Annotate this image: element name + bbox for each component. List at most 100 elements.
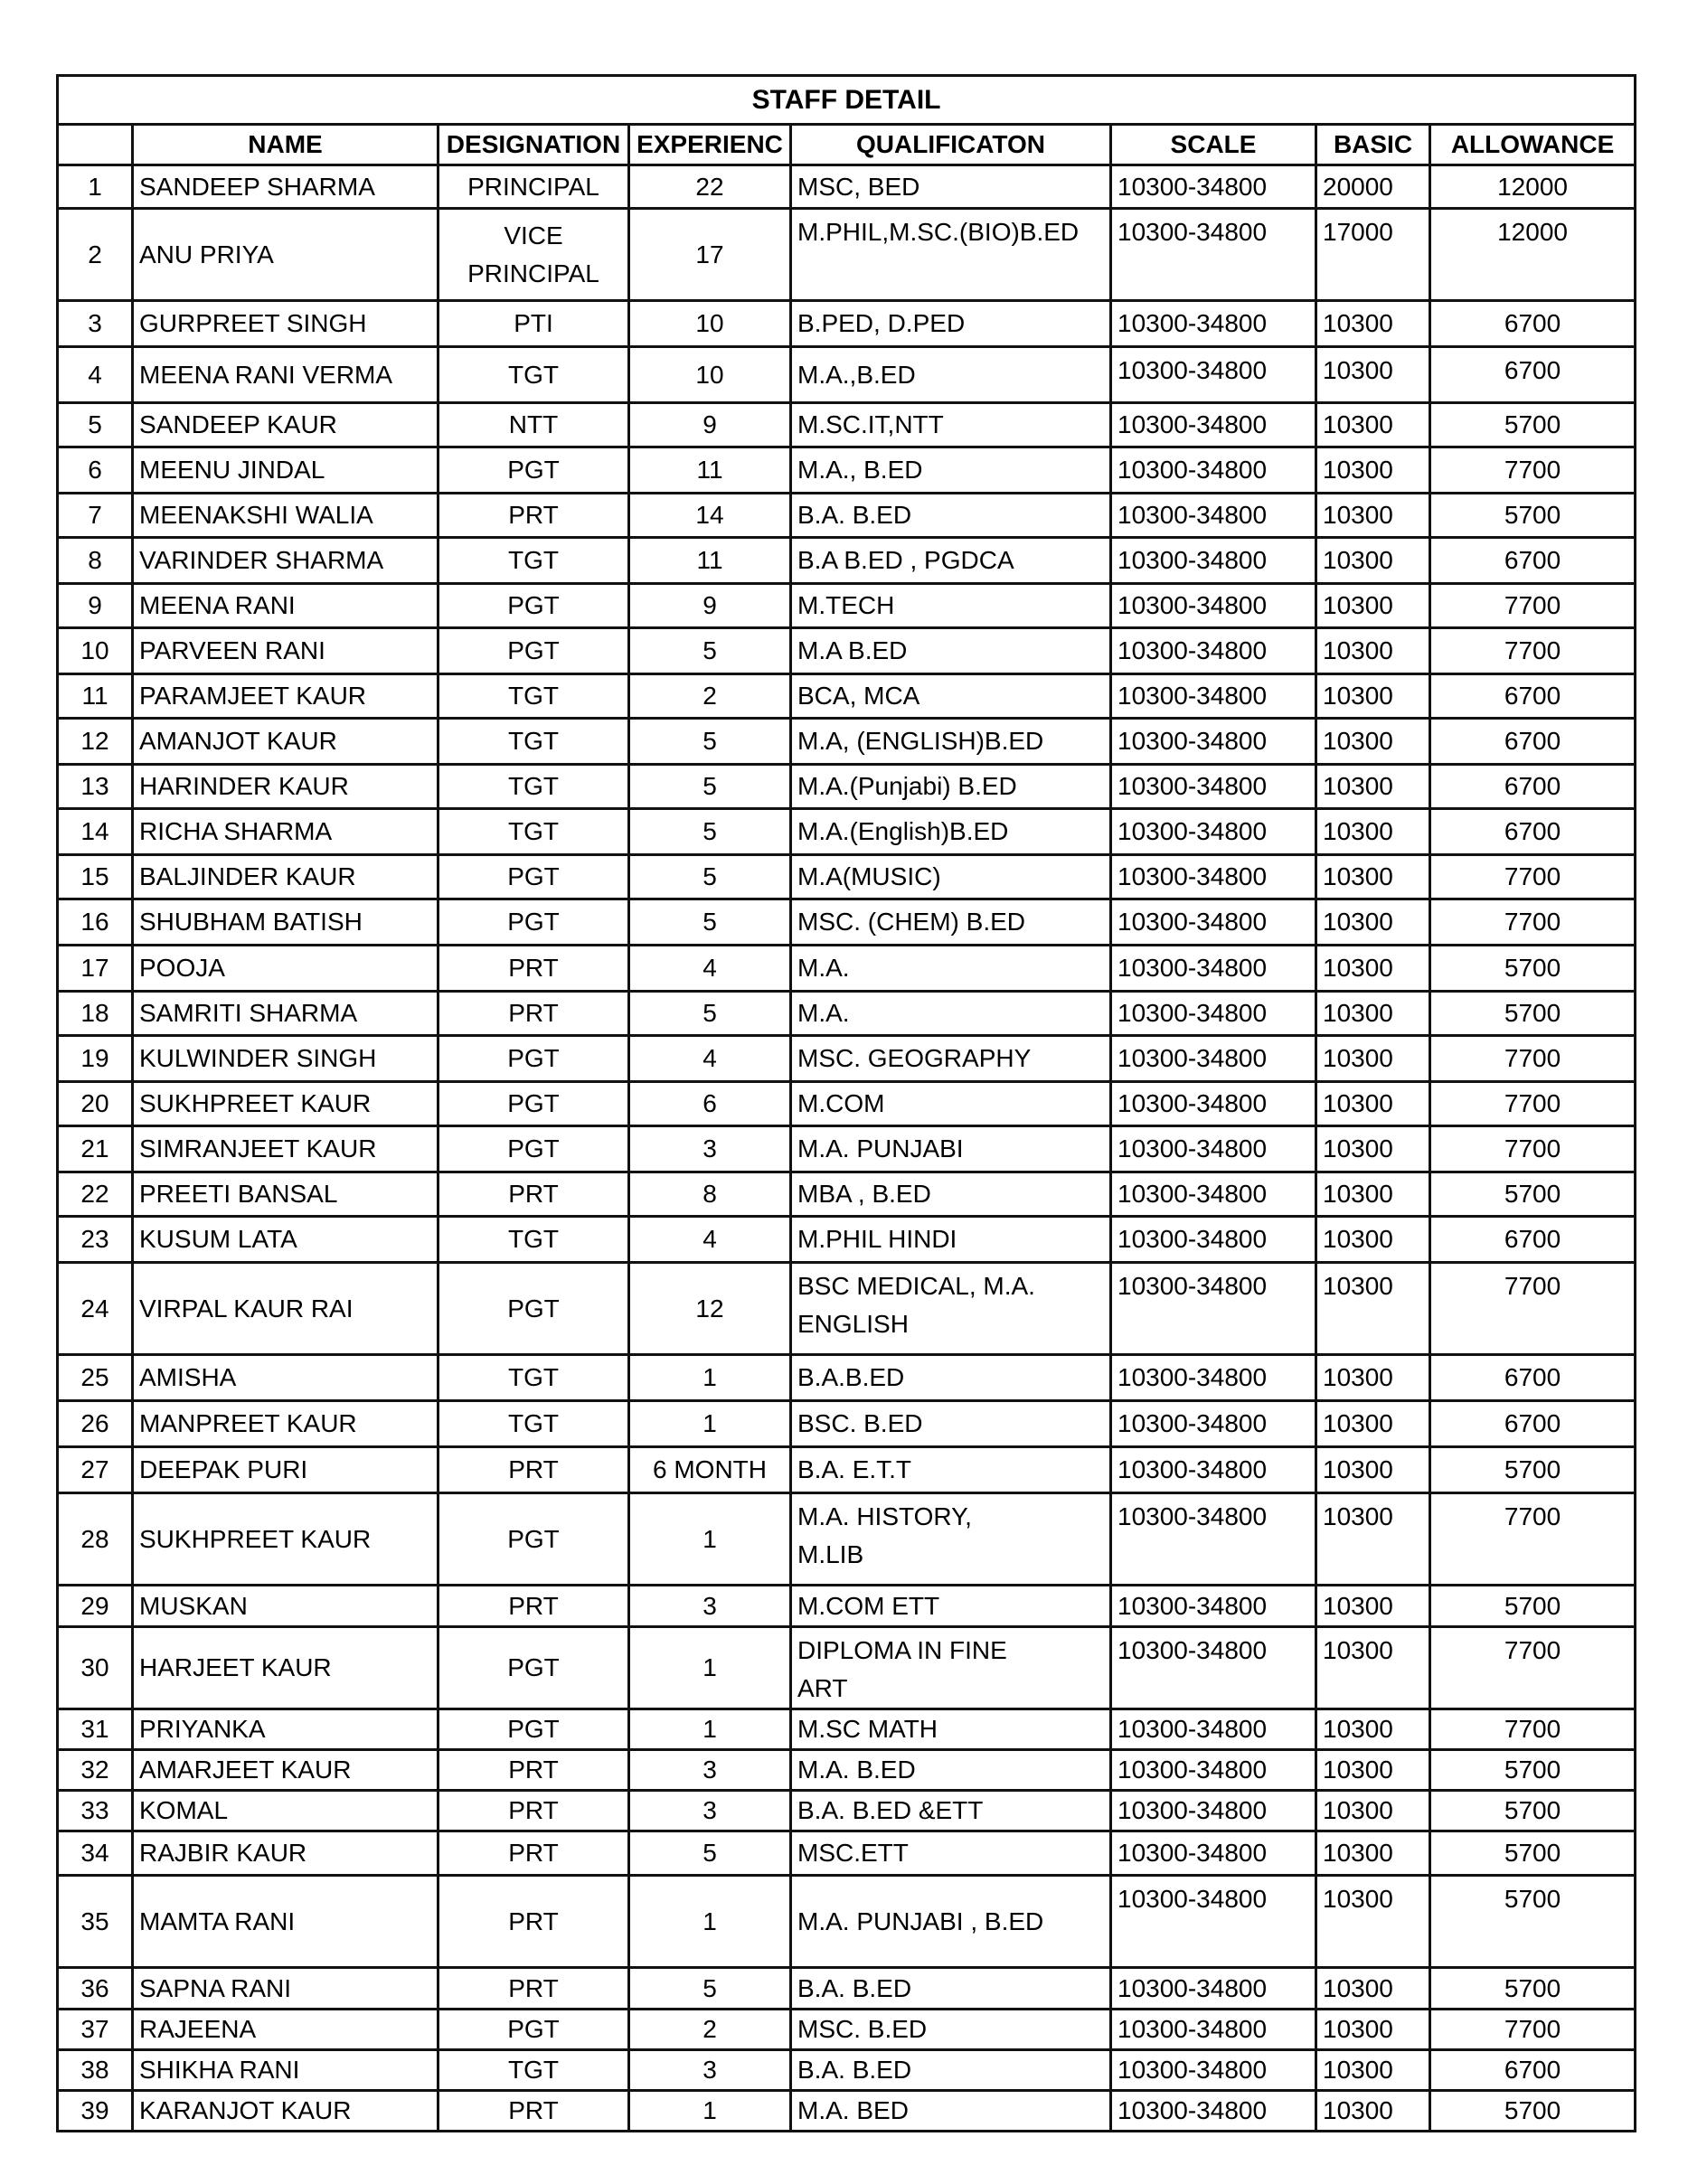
- name: PARAMJEET KAUR: [131, 673, 439, 720]
- experience: 8: [627, 1171, 792, 1218]
- qualification: M.A. PUNJABI: [789, 1125, 1112, 1173]
- basic: 10300: [1315, 1034, 1431, 1083]
- staff-row: 24 VIRPAL KAUR RAI PGT 12 BSC MEDICAL, M.A. …: [56, 1261, 1637, 1356]
- staff-row: 10 PARVEEN RANI PGT 5 M.A B.ED 10300-34800 103…: [56, 626, 1637, 675]
- experience: 4: [627, 1215, 792, 1264]
- staff-row: 9 MEENA RANI PGT 9 M.TECH 10300-34800 10300 770…: [56, 582, 1637, 629]
- qualification: B.PED, D.PED: [789, 299, 1112, 348]
- name: ANU PRIYA: [131, 207, 439, 302]
- designation: PGT: [437, 1708, 630, 1751]
- serial-no: 39: [56, 2089, 134, 2132]
- scale: 10300-34800: [1109, 1215, 1317, 1264]
- serial-no: 36: [56, 1966, 134, 2010]
- basic: 10300: [1315, 1966, 1431, 2010]
- designation: TGT: [437, 673, 630, 720]
- scale: 10300-34800: [1109, 1874, 1317, 1969]
- designation: PRT: [437, 1830, 630, 1877]
- designation: PRINCIPAL: [437, 164, 630, 210]
- serial-no: 31: [56, 1708, 134, 1751]
- staff-row: 31 PRIYANKA PGT 1 M.SC MATH 10300-34800 10300 7…: [56, 1708, 1637, 1751]
- designation: PTI: [437, 299, 630, 348]
- name: MEENU JINDAL: [131, 446, 439, 494]
- serial-no: 26: [56, 1399, 134, 1448]
- staff-row: 14 RICHA SHARMA TGT 5 M.A.(English)B.ED 10300…: [56, 807, 1637, 856]
- scale: 10300-34800: [1109, 207, 1317, 302]
- column-header: EXPERIENC: [627, 123, 792, 166]
- serial-no: 9: [56, 582, 134, 629]
- designation: PRT: [437, 990, 630, 1037]
- allowance: 6700: [1428, 673, 1637, 720]
- basic: 10300: [1315, 446, 1431, 494]
- serial-no: 27: [56, 1445, 134, 1494]
- scale: 10300-34800: [1109, 164, 1317, 210]
- experience: 3: [627, 1789, 792, 1832]
- column-header: NAME: [131, 123, 439, 166]
- allowance: 7700: [1428, 2008, 1637, 2051]
- basic: 10300: [1315, 1261, 1431, 1356]
- name: POOJA: [131, 944, 439, 993]
- name: PARVEEN RANI: [131, 626, 439, 675]
- experience: 1: [627, 2089, 792, 2132]
- header-row: NAME DESIGNATION EXPERIENC QUALIFICATON SCAL…: [56, 123, 1637, 166]
- name: HARJEET KAUR: [131, 1625, 439, 1710]
- name: KOMAL: [131, 1789, 439, 1832]
- scale: 10300-34800: [1109, 1171, 1317, 1218]
- scale: 10300-34800: [1109, 1080, 1317, 1127]
- allowance: 7700: [1428, 582, 1637, 629]
- allowance: 6700: [1428, 1353, 1637, 1402]
- designation: PGT: [437, 1080, 630, 1127]
- allowance: 5700: [1428, 1171, 1637, 1218]
- scale: 10300-34800: [1109, 1830, 1317, 1877]
- basic: 10300: [1315, 1789, 1431, 1832]
- name: KUSUM LATA: [131, 1215, 439, 1264]
- designation: NTT: [437, 401, 630, 448]
- allowance: 6700: [1428, 536, 1637, 585]
- serial-no: 24: [56, 1261, 134, 1356]
- allowance: 5700: [1428, 944, 1637, 993]
- qualification: M.A.: [789, 944, 1112, 993]
- name: VIRPAL KAUR RAI: [131, 1261, 439, 1356]
- experience: 5: [627, 853, 792, 900]
- experience: 9: [627, 401, 792, 448]
- staff-row: 17 POOJA PRT 4 M.A. 10300-34800 10300 5700: [56, 944, 1637, 993]
- allowance: 5700: [1428, 1584, 1637, 1628]
- allowance: 7700: [1428, 1261, 1637, 1356]
- experience: 4: [627, 1034, 792, 1083]
- serial-no: 12: [56, 717, 134, 766]
- serial-no: 22: [56, 1171, 134, 1218]
- scale: 10300-34800: [1109, 2089, 1317, 2132]
- serial-no: 14: [56, 807, 134, 856]
- allowance: 5700: [1428, 1789, 1637, 1832]
- allowance: 5700: [1428, 1874, 1637, 1969]
- name: SANDEEP KAUR: [131, 401, 439, 448]
- experience: 1: [627, 1353, 792, 1402]
- allowance: 7700: [1428, 626, 1637, 675]
- column-header: QUALIFICATON: [789, 123, 1112, 166]
- allowance: 5700: [1428, 401, 1637, 448]
- staff-row: 27 DEEPAK PURI PRT 6 MONTH B.A. E.T.T 10300-3…: [56, 1445, 1637, 1494]
- name: BALJINDER KAUR: [131, 853, 439, 900]
- allowance: 6700: [1428, 1215, 1637, 1264]
- serial-no: 11: [56, 673, 134, 720]
- scale: 10300-34800: [1109, 1625, 1317, 1710]
- column-header: SCALE: [1109, 123, 1317, 166]
- experience: 1: [627, 1874, 792, 1969]
- designation: TGT: [437, 345, 630, 404]
- designation: PGT: [437, 1261, 630, 1356]
- qualification: BCA, MCA: [789, 673, 1112, 720]
- basic: 20000: [1315, 164, 1431, 210]
- allowance: 12000: [1428, 207, 1637, 302]
- serial-no: 28: [56, 1492, 134, 1586]
- staff-row: 29 MUSKAN PRT 3 M.COM ETT 10300-34800 10300 570…: [56, 1584, 1637, 1628]
- staff-row: 20 SUKHPREET KAUR PGT 6 M.COM 10300-34800 1030…: [56, 1080, 1637, 1127]
- experience: 2: [627, 2008, 792, 2051]
- column-header: BASIC: [1315, 123, 1431, 166]
- name: SAMRITI SHARMA: [131, 990, 439, 1037]
- allowance: 6700: [1428, 299, 1637, 348]
- designation: PRT: [437, 1874, 630, 1969]
- name: PREETI BANSAL: [131, 1171, 439, 1218]
- basic: 10300: [1315, 2048, 1431, 2092]
- designation: PGT: [437, 853, 630, 900]
- designation: PRT: [437, 1171, 630, 1218]
- scale: 10300-34800: [1109, 1584, 1317, 1628]
